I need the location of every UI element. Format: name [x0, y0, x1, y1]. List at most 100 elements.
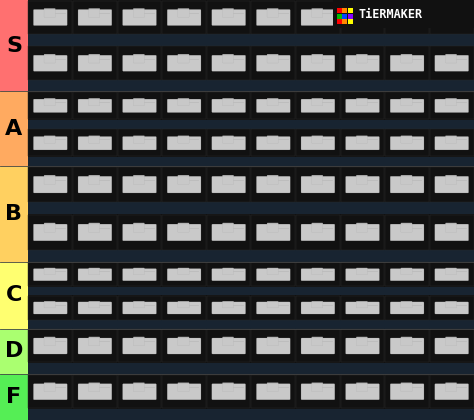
Bar — [385, 296, 429, 320]
Bar — [73, 329, 117, 362]
FancyBboxPatch shape — [346, 302, 379, 314]
FancyBboxPatch shape — [390, 384, 424, 400]
FancyBboxPatch shape — [123, 384, 156, 400]
Bar — [207, 296, 250, 320]
Bar — [207, 375, 250, 408]
FancyBboxPatch shape — [44, 223, 55, 232]
FancyBboxPatch shape — [446, 268, 456, 275]
FancyBboxPatch shape — [123, 176, 156, 193]
Bar — [0, 92, 28, 166]
Bar — [162, 296, 206, 320]
FancyBboxPatch shape — [346, 384, 379, 400]
FancyBboxPatch shape — [301, 176, 335, 193]
FancyBboxPatch shape — [222, 175, 234, 184]
FancyBboxPatch shape — [167, 269, 201, 281]
FancyBboxPatch shape — [256, 269, 290, 281]
Bar — [343, 13, 347, 18]
FancyBboxPatch shape — [78, 10, 112, 26]
Bar — [430, 167, 474, 202]
Bar — [207, 262, 250, 286]
Bar — [162, 215, 206, 249]
Bar — [28, 167, 72, 202]
Bar — [28, 0, 72, 34]
Bar — [73, 0, 117, 34]
Bar — [0, 374, 28, 420]
FancyBboxPatch shape — [435, 302, 469, 314]
FancyBboxPatch shape — [446, 175, 456, 184]
FancyBboxPatch shape — [256, 55, 290, 71]
FancyBboxPatch shape — [89, 98, 100, 106]
FancyBboxPatch shape — [178, 8, 189, 17]
Bar — [252, 0, 295, 34]
Bar — [28, 329, 72, 362]
Bar — [28, 296, 72, 320]
Bar — [385, 262, 429, 286]
Bar — [296, 92, 340, 119]
FancyBboxPatch shape — [133, 98, 145, 106]
FancyBboxPatch shape — [435, 99, 469, 113]
Bar — [28, 363, 474, 374]
FancyBboxPatch shape — [390, 224, 424, 241]
FancyBboxPatch shape — [34, 176, 67, 193]
FancyBboxPatch shape — [256, 99, 290, 113]
Bar — [207, 129, 250, 157]
FancyBboxPatch shape — [267, 268, 278, 275]
FancyBboxPatch shape — [89, 383, 100, 391]
FancyBboxPatch shape — [356, 54, 367, 63]
Bar — [430, 215, 474, 249]
FancyBboxPatch shape — [301, 10, 335, 26]
FancyBboxPatch shape — [78, 99, 112, 113]
FancyBboxPatch shape — [89, 223, 100, 232]
FancyBboxPatch shape — [390, 302, 424, 314]
Bar — [252, 129, 295, 157]
Bar — [73, 129, 117, 157]
FancyBboxPatch shape — [212, 269, 246, 281]
Bar — [430, 92, 474, 119]
FancyBboxPatch shape — [178, 383, 189, 391]
FancyBboxPatch shape — [401, 223, 412, 232]
FancyBboxPatch shape — [178, 175, 189, 184]
FancyBboxPatch shape — [390, 55, 424, 71]
Bar — [162, 46, 206, 79]
Bar — [348, 13, 353, 18]
FancyBboxPatch shape — [133, 301, 145, 308]
FancyBboxPatch shape — [212, 224, 246, 241]
FancyBboxPatch shape — [346, 10, 379, 26]
FancyBboxPatch shape — [178, 223, 189, 232]
Bar — [73, 92, 117, 119]
Text: TiERMAKER: TiERMAKER — [359, 8, 423, 21]
FancyBboxPatch shape — [311, 175, 323, 184]
Bar — [348, 19, 353, 24]
Bar — [0, 262, 28, 328]
Bar — [333, 0, 474, 28]
Bar — [430, 296, 474, 320]
Text: F: F — [7, 387, 21, 407]
Bar — [385, 0, 429, 34]
Bar — [337, 13, 342, 18]
Bar — [162, 329, 206, 362]
FancyBboxPatch shape — [267, 98, 278, 106]
FancyBboxPatch shape — [167, 99, 201, 113]
Bar — [118, 215, 161, 249]
FancyBboxPatch shape — [212, 302, 246, 314]
FancyBboxPatch shape — [390, 338, 424, 354]
Bar — [252, 92, 295, 119]
FancyBboxPatch shape — [435, 224, 469, 241]
Bar — [28, 215, 72, 249]
Bar — [343, 8, 347, 13]
FancyBboxPatch shape — [133, 8, 145, 17]
Text: D: D — [5, 341, 23, 361]
FancyBboxPatch shape — [212, 338, 246, 354]
FancyBboxPatch shape — [256, 302, 290, 314]
FancyBboxPatch shape — [133, 175, 145, 184]
Bar — [296, 215, 340, 249]
FancyBboxPatch shape — [267, 301, 278, 308]
FancyBboxPatch shape — [133, 337, 145, 346]
FancyBboxPatch shape — [34, 136, 67, 150]
FancyBboxPatch shape — [34, 224, 67, 241]
Bar — [162, 129, 206, 157]
FancyBboxPatch shape — [178, 268, 189, 275]
FancyBboxPatch shape — [123, 224, 156, 241]
FancyBboxPatch shape — [311, 98, 323, 106]
FancyBboxPatch shape — [34, 302, 67, 314]
